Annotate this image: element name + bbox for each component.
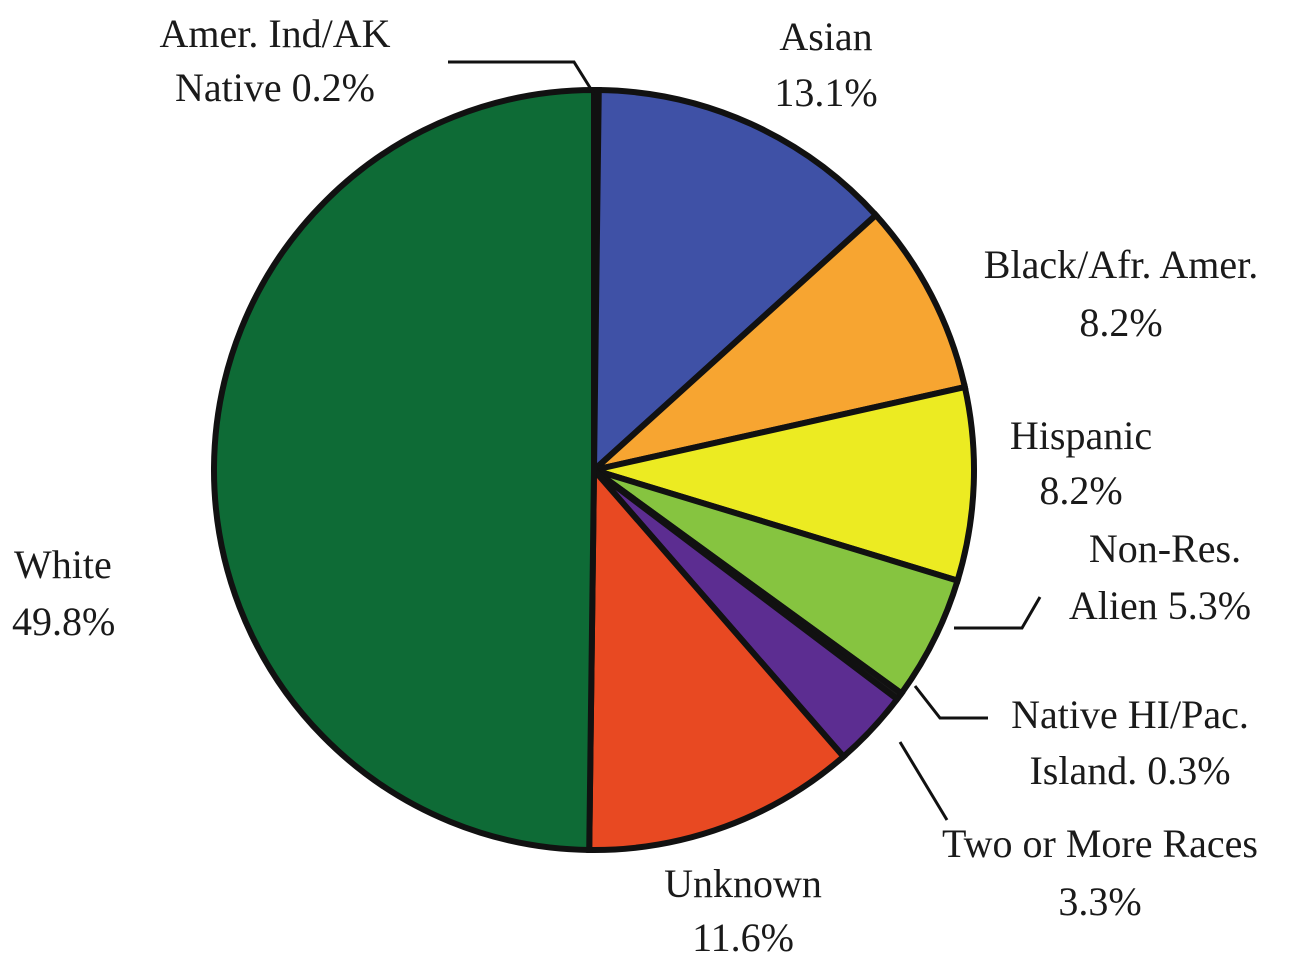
label-white-value: 49.8% bbox=[12, 599, 115, 644]
label-hispanic: Hispanic bbox=[1010, 413, 1152, 458]
label-asian-value: 13.1% bbox=[774, 70, 877, 115]
label-non-res-value: Alien 5.3% bbox=[1069, 583, 1251, 628]
label-asian: Asian bbox=[779, 14, 872, 59]
label-hispanic-value: 8.2% bbox=[1039, 468, 1122, 513]
label-native-hi-value: Island. 0.3% bbox=[1029, 748, 1230, 793]
label-native-hi: Native HI/Pac. bbox=[1011, 692, 1249, 737]
label-unknown: Unknown bbox=[664, 861, 822, 906]
label-non-res: Non-Res. bbox=[1089, 526, 1241, 571]
leader-amer-ind bbox=[448, 60, 596, 95]
label-two-or-more-value: 3.3% bbox=[1058, 879, 1141, 924]
label-unknown-value: 11.6% bbox=[692, 915, 794, 957]
leader-two-or-more bbox=[898, 741, 949, 821]
pie-slice-white bbox=[211, 86, 597, 854]
label-white: White bbox=[14, 542, 112, 587]
label-amer-ind: Amer. Ind/AK bbox=[159, 11, 390, 56]
label-black: Black/Afr. Amer. bbox=[984, 242, 1258, 287]
label-amer-ind-value: Native 0.2% bbox=[175, 65, 375, 110]
leader-lines-layer bbox=[448, 60, 1042, 821]
leader-native-hi bbox=[913, 685, 988, 720]
slices-layer bbox=[211, 86, 977, 854]
label-two-or-more: Two or More Races bbox=[942, 821, 1258, 866]
leader-non-res bbox=[954, 596, 1042, 630]
pie-slice-hispanic bbox=[582, 383, 977, 585]
label-black-value: 8.2% bbox=[1079, 300, 1162, 345]
pie-slice-unknown bbox=[586, 462, 848, 853]
pie-slice-asian bbox=[590, 86, 881, 477]
